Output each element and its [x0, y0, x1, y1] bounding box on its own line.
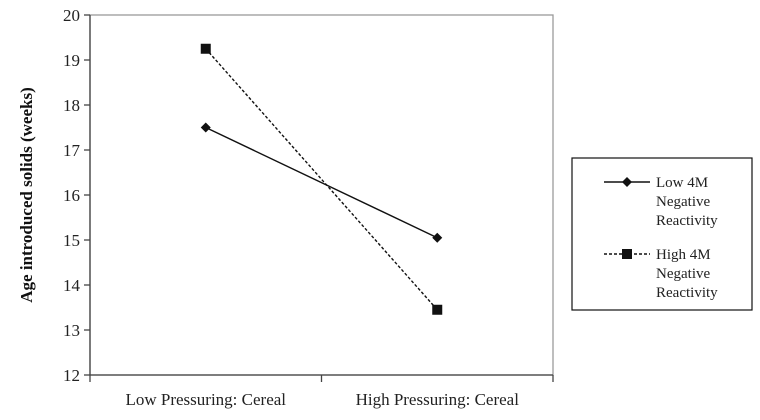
series-line	[205, 126, 438, 239]
legend-box	[571, 157, 753, 311]
y-axis-label: Age introduced solids (weeks)	[17, 87, 36, 303]
series-line	[205, 48, 438, 311]
data-point	[432, 232, 443, 243]
legend-label-line: Negative	[656, 266, 710, 282]
legend-entry-2: High 4M Negative Reactivity	[604, 247, 718, 301]
data-point	[200, 43, 211, 54]
series-2	[200, 43, 443, 315]
y-tick-label: 12	[63, 366, 80, 385]
legend-label-line: Reactivity	[656, 213, 718, 229]
x-tick-label: Low Pressuring: Cereal	[125, 390, 286, 409]
legend-label-line: High 4M	[656, 247, 711, 263]
y-tick-label: 13	[63, 321, 80, 340]
legend-entry-1: Low 4M Negative Reactivity	[604, 175, 718, 229]
axes	[84, 14, 554, 382]
y-tick-label: 15	[63, 231, 80, 250]
series-1	[200, 122, 443, 243]
y-tick-label: 14	[63, 276, 81, 295]
legend-label-line: Negative	[656, 194, 710, 210]
plot-area-frame	[89, 14, 554, 376]
y-tick-label: 20	[63, 6, 80, 25]
legend-marker	[622, 177, 632, 187]
y-tick-label: 16	[63, 186, 80, 205]
legend-marker	[622, 249, 632, 259]
y-tick-label: 19	[63, 51, 80, 70]
legend-label-line: Reactivity	[656, 285, 718, 301]
legend: Low 4M Negative Reactivity High 4M Negative R…	[571, 157, 753, 311]
x-tick-label: High Pressuring: Cereal	[356, 390, 520, 409]
tick-labels: 12 13 14 15 16 17 18 19 20 Low Pressuring: Cereal…	[63, 6, 519, 409]
series-group	[200, 43, 443, 315]
data-point	[200, 122, 211, 133]
legend-label-line: Low 4M	[656, 175, 708, 191]
y-tick-label: 17	[63, 141, 81, 160]
data-point	[432, 304, 443, 315]
y-tick-label: 18	[63, 96, 80, 115]
